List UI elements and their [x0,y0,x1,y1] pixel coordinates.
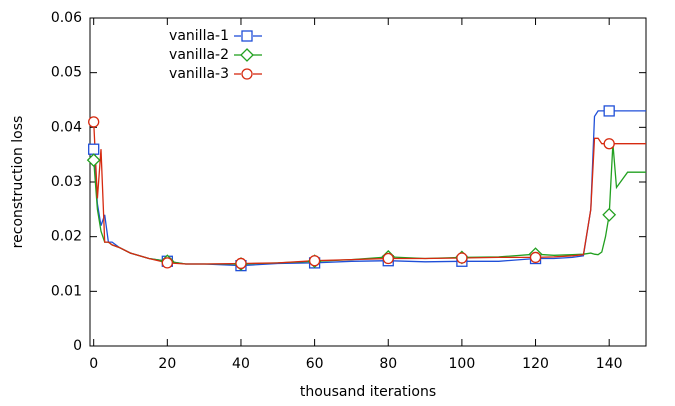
marker [235,257,247,270]
series-line [93,121,646,265]
x-tick-label: 100 [449,356,476,372]
legend-marker [241,30,253,42]
x-tick-label: 20 [158,356,176,372]
x-tick-label: 0 [89,356,98,372]
y-tick-label: 0.04 [51,119,82,135]
legend-marker [241,68,253,80]
x-tick-label: 140 [596,356,623,372]
legend-label: vanilla-2 [169,47,229,63]
y-tick-label: 0.06 [51,10,82,26]
marker [603,105,615,117]
marker [88,116,100,128]
y-tick-label: 0.01 [51,283,82,299]
marker [602,207,617,222]
marker [88,143,100,155]
y-tick-label: 0.02 [51,229,82,245]
y-tick-label: 0.03 [51,174,82,190]
series-line [93,110,646,267]
legend-label: vanilla-1 [169,28,229,44]
marker [456,252,468,264]
legend-label: vanilla-3 [169,66,229,82]
marker [603,138,615,150]
marker [86,153,101,168]
legend-marker [240,48,254,62]
x-tick-label: 120 [522,356,549,372]
x-tick-label: 40 [232,356,250,372]
series-line [93,143,646,265]
marker [308,255,321,267]
y-tick-label: 0.05 [51,65,82,81]
y-tick-label: 0 [73,338,82,354]
marker [382,252,394,265]
x-axis-label: thousand iterations [300,384,436,400]
x-tick-label: 80 [379,356,397,372]
marker [529,251,542,264]
marker [161,257,173,269]
y-axis-label: reconstruction loss [10,116,26,249]
x-tick-label: 60 [306,356,324,372]
